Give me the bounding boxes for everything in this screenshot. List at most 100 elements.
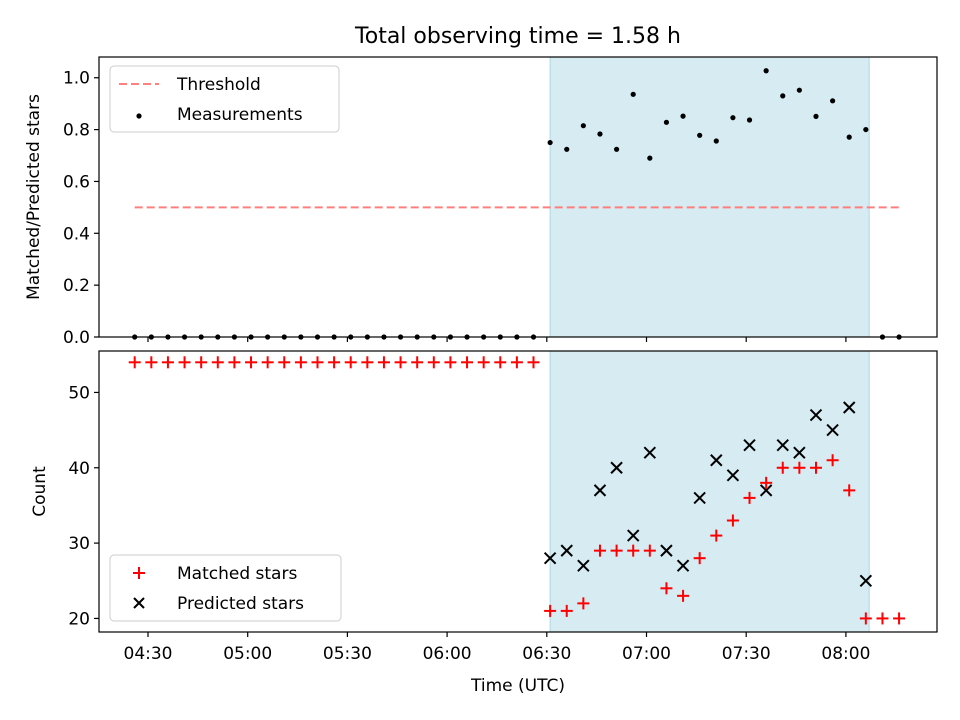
predicted-stars-points [543, 401, 873, 587]
measurement-point [780, 93, 786, 99]
matched-star-point [294, 356, 307, 369]
measurement-point [680, 113, 686, 119]
measurement-point [547, 139, 553, 146]
matched-star-point [527, 356, 540, 369]
ratio-x-ticks [147, 337, 847, 342]
predicted-star-point [560, 544, 573, 557]
predicted-star-point [743, 438, 756, 452]
chart-title: Total observing time = 1.58 h [354, 24, 681, 49]
y-tick-label: 20 [68, 609, 90, 629]
y-tick-label: 0.8 [63, 121, 90, 141]
measurement-point [763, 68, 769, 74]
measurement-point [647, 155, 653, 161]
matched-star-point [444, 356, 457, 369]
predicted-star-point [676, 559, 690, 572]
measurement-point [564, 146, 570, 152]
matched-star-point [627, 544, 640, 557]
matched-star-point [826, 454, 839, 467]
y-tick-label: 0.0 [63, 328, 90, 348]
matched-star-point [809, 461, 822, 474]
ratio-legend: Threshold Measurements [109, 65, 340, 133]
legend-box [109, 65, 340, 133]
predicted-star-point [577, 559, 590, 572]
matched-star-point [145, 356, 158, 369]
count-legend: Matched stars Predicted stars [109, 554, 342, 622]
y-tick-label: 0.4 [63, 224, 90, 244]
count-y-axis-label: Count [30, 466, 50, 517]
matched-star-point [544, 604, 557, 617]
matched-star-point [710, 529, 723, 542]
ratio-y-axis-label: Matched/Predicted stars [24, 94, 44, 300]
matched-star-point [328, 356, 341, 369]
x-tick-label: 04:30 [124, 644, 173, 664]
predicted-star-point [843, 401, 856, 414]
count-x-ticks: 04:30 05:00 05:30 06:00 06:30 07:00 07:30 08:00 [124, 632, 870, 664]
measurement-point [730, 115, 736, 121]
measurement-point [580, 123, 586, 129]
matched-star-point [859, 612, 872, 625]
matched-star-point [776, 461, 789, 474]
matched-star-point [128, 356, 141, 369]
predicted-star-point [660, 544, 673, 557]
y-tick-label: 0.2 [63, 276, 90, 296]
matched-star-point [760, 476, 773, 489]
observing-window-span [549, 56, 870, 338]
measurement-point [613, 146, 620, 152]
matched-star-point [278, 356, 291, 369]
predicted-star-point [693, 491, 706, 505]
matched-star-point [178, 356, 191, 369]
measurement-point [713, 138, 719, 144]
matched-star-point [743, 491, 756, 504]
matched-star-point [876, 612, 889, 625]
matched-star-point [843, 484, 856, 497]
x-tick-label: 05:30 [323, 644, 372, 664]
measurement-point [863, 126, 869, 133]
matched-star-point [726, 514, 739, 527]
predicted-star-point [826, 423, 839, 437]
predicted-star-point [626, 529, 640, 542]
matched-star-point [261, 356, 274, 369]
matched-star-point [211, 356, 224, 369]
y-tick-label: 40 [68, 459, 90, 479]
legend-predicted-swatch [133, 597, 145, 609]
matched-stars-points [128, 356, 906, 625]
matched-star-point [461, 356, 474, 369]
matched-star-point [893, 612, 906, 625]
legend-threshold-label: Threshold [176, 75, 261, 95]
matched-star-point [311, 356, 324, 369]
predicted-star-point [593, 484, 607, 497]
matched-star-point [195, 356, 208, 369]
x-tick-label: 06:00 [423, 644, 472, 664]
measurement-point [630, 91, 636, 97]
measurement-point [796, 87, 802, 93]
ratio-axes-frame [98, 56, 938, 338]
matched-star-point [228, 356, 241, 369]
ratio-panel: 0.0 0.2 0.4 0.6 0.8 1.0 Matched/Predicted sta… [24, 56, 938, 348]
predicted-star-point [776, 438, 789, 452]
matched-star-point [477, 356, 490, 369]
predicted-star-point [543, 551, 557, 565]
predicted-star-point [726, 469, 740, 482]
observing-window-span [549, 350, 870, 633]
measurement-point [830, 98, 836, 104]
legend-predicted-label: Predicted stars [177, 594, 304, 614]
measurement-point [813, 113, 819, 119]
measurement-point [597, 131, 603, 137]
y-tick-label: 1.0 [63, 69, 90, 89]
measurement-point [663, 119, 670, 125]
predicted-star-point [809, 408, 823, 422]
matched-star-point [793, 461, 806, 474]
y-tick-label: 30 [68, 534, 90, 554]
count-y-ticks: 20 30 40 50 [68, 383, 99, 629]
y-tick-label: 50 [68, 383, 90, 403]
legend-matched-label: Matched stars [177, 564, 297, 584]
legend-measurements-swatch [136, 113, 142, 119]
matched-star-point [510, 356, 523, 369]
matched-star-point [593, 544, 606, 557]
matched-star-point [427, 356, 440, 369]
matched-star-point [693, 552, 706, 565]
matched-star-point [411, 356, 424, 369]
x-tick-label: 08:00 [821, 644, 870, 664]
legend-measurements-label: Measurements [177, 105, 303, 125]
